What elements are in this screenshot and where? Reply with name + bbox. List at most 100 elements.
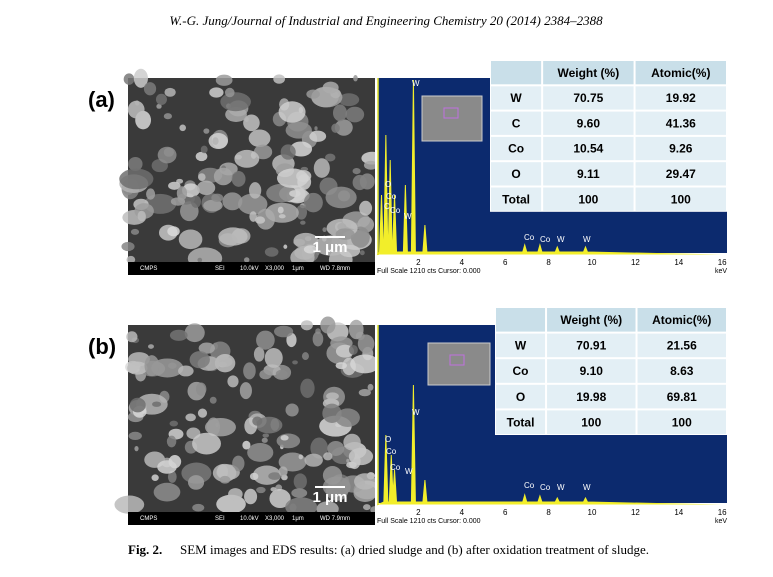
sem-particle (228, 488, 243, 501)
table-text: 9.60 (577, 116, 601, 130)
peak-label: Co (386, 192, 397, 201)
sem-particle (200, 145, 208, 154)
sem-particle (256, 486, 266, 494)
sem-particle (278, 101, 306, 123)
sem-particle (325, 153, 336, 162)
sem-particle (346, 461, 357, 469)
sem-particle (244, 257, 250, 263)
sem-particle (190, 195, 202, 208)
table-text: O (516, 390, 525, 404)
table-text: 69.81 (667, 390, 697, 404)
eds-spectrum (376, 384, 723, 506)
table-text: Co (513, 364, 529, 378)
table-cell (491, 111, 542, 135)
table-text: 29.47 (666, 167, 696, 181)
sem-particle (197, 257, 203, 263)
sem-particle (252, 416, 263, 426)
sem-particle (163, 113, 172, 120)
table-cell (496, 384, 546, 409)
sem-particle (218, 227, 248, 246)
sem-footer-text: CMPS (140, 516, 157, 522)
eds-tick-label: 8 (546, 258, 551, 267)
sem-particle (276, 168, 309, 188)
sem-particle (322, 227, 327, 233)
table-cell (635, 162, 726, 186)
table-cell (491, 136, 542, 161)
table-text: Total (507, 415, 535, 429)
sem-particle (345, 106, 365, 123)
sem-particle (334, 119, 353, 136)
sem-particle (164, 87, 176, 97)
sem-particle (243, 114, 260, 132)
sem-particle (212, 137, 219, 145)
table-text: 100 (581, 415, 601, 429)
panel-label: (a) (88, 87, 115, 112)
sem-particle (262, 433, 270, 438)
eds-tick-label: 12 (631, 508, 640, 517)
sem-particle (224, 87, 235, 98)
table-text: 100 (672, 415, 692, 429)
sem-particle (354, 473, 376, 490)
scale-label: 1 μm (312, 239, 347, 256)
sem-particle (310, 437, 328, 459)
sem-particle (184, 323, 205, 343)
sem-particle (198, 342, 215, 354)
peak-label: W (404, 212, 412, 221)
sem-particle (268, 472, 282, 480)
sem-particle (195, 151, 208, 162)
peak-label: W (583, 483, 591, 492)
table-cell (496, 333, 546, 358)
sem-particle (127, 100, 145, 119)
sem-particle (244, 488, 258, 505)
sem-particle (114, 495, 145, 514)
sem-particle (278, 466, 288, 477)
sem-particle (249, 211, 257, 222)
table-cell (637, 359, 726, 383)
sem-particle (335, 408, 360, 428)
sem-particle (325, 186, 357, 209)
sem-particle (289, 190, 301, 197)
sem-particle (264, 247, 279, 257)
eds-footer: Full Scale 1210 cts Cursor: 0.000 (377, 268, 481, 275)
sem-particle (359, 250, 365, 256)
sem-particle (285, 121, 312, 139)
sem-particle (203, 199, 223, 212)
sem-particle (219, 475, 231, 484)
table-cell (496, 359, 546, 383)
eds-tick-label: 10 (588, 508, 597, 517)
sem-particle (209, 396, 217, 404)
sem-footer-bar (128, 512, 375, 525)
sem-particle (242, 440, 251, 450)
sem-footer-text: 1μm (292, 266, 304, 272)
table-cell (547, 410, 636, 434)
sem-particle (169, 329, 188, 341)
eds-tick-label: 2 (416, 508, 421, 517)
sem-particle (331, 123, 340, 133)
table-text: C (512, 116, 521, 130)
sem-particle (119, 168, 154, 190)
sem-particle (249, 472, 259, 481)
sem-particle (277, 206, 284, 214)
sem-particle (220, 92, 251, 112)
sem-particle (130, 228, 140, 235)
table-cell (547, 308, 636, 332)
sem-particle (227, 375, 239, 388)
table-cell (496, 308, 546, 332)
sem-particle (327, 440, 345, 456)
sem-particle (167, 226, 180, 237)
sem-particle (306, 89, 320, 99)
sem-particle (270, 487, 277, 492)
sem-particle (121, 241, 135, 252)
sem-particle (346, 458, 350, 463)
sem-particle (231, 170, 246, 187)
sem-particle (243, 362, 256, 380)
sem-particle (129, 397, 146, 413)
eds-inset-roi (449, 354, 465, 366)
sem-particle (192, 503, 205, 512)
sem-particle (254, 216, 266, 224)
table-cell (543, 136, 634, 161)
sem-particle (292, 360, 298, 365)
sem-particle (237, 193, 268, 215)
table-text: Atomic(%) (651, 66, 710, 80)
